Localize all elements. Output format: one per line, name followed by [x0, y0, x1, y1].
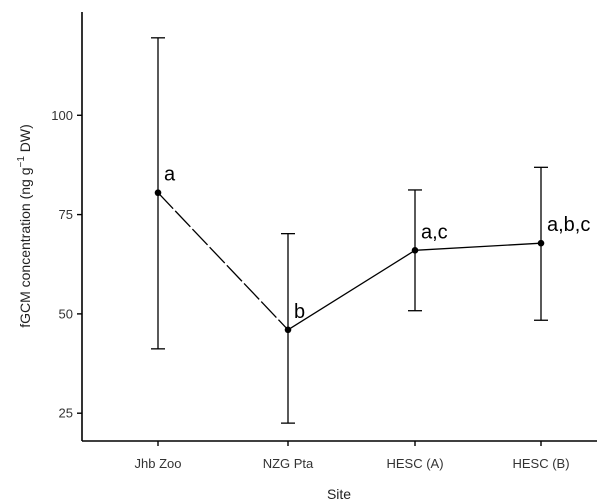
data-points: [154, 189, 545, 334]
significance-label: b: [294, 301, 305, 323]
data-point: [411, 247, 419, 254]
x-axis-ticks: Jhb Zoo NZG Pta HESC (A) HESC (B): [135, 441, 570, 471]
plot-panel: 25 50 75 100 Jhb Zoo NZG Pta HESC (A) HESC (B)…: [51, 12, 597, 471]
y-tick-label: 25: [59, 406, 73, 421]
y-axis-title-main: fGCM concentration (ng g: [17, 168, 33, 328]
series-line-segment: [157, 192, 289, 331]
significance-label: a,b,c: [547, 214, 590, 236]
x-tick-label: Jhb Zoo: [135, 456, 182, 471]
y-axis-title-superscript: −1: [16, 156, 27, 168]
data-point: [154, 189, 162, 197]
y-tick-label: 50: [59, 306, 73, 321]
series-lines: [157, 192, 542, 331]
x-tick-label: HESC (B): [512, 456, 569, 471]
series-line-segment: [287, 249, 416, 331]
significance-labels: a b a,c a,b,c: [164, 164, 590, 323]
significance-label: a,c: [421, 221, 448, 243]
data-point: [537, 239, 545, 247]
data-point: [284, 326, 292, 334]
x-tick-label: HESC (A): [386, 456, 443, 471]
error-bars: [151, 37, 548, 424]
series-line-segment: [414, 242, 542, 251]
y-axis-title: fGCM concentration (ng g−1 DW): [16, 124, 33, 328]
x-tick-label: NZG Pta: [263, 456, 314, 471]
y-tick-label: 75: [59, 207, 73, 222]
y-axis-ticks: 25 50 75 100: [51, 108, 82, 421]
y-axis-title-end: DW): [17, 124, 33, 156]
significance-label: a: [164, 164, 176, 186]
x-axis-title: Site: [327, 486, 351, 502]
y-tick-label: 100: [51, 108, 73, 123]
